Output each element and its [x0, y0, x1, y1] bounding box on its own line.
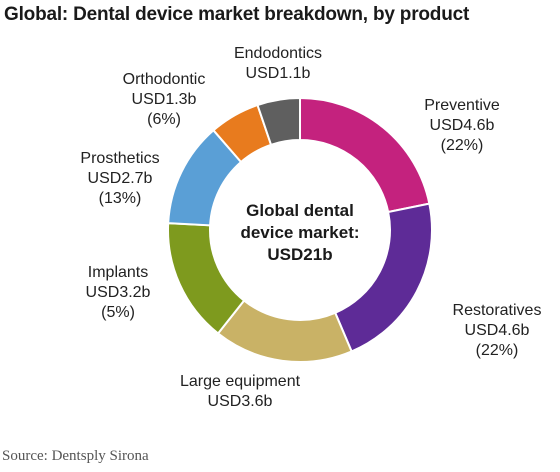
donut-center-label: Global dental device market: USD21b: [200, 200, 400, 266]
slice-label-value: USD1.3b: [131, 91, 197, 108]
center-line-1: Global dental: [246, 201, 354, 220]
center-total: USD21b: [267, 245, 333, 264]
center-line-2: device market:: [240, 223, 360, 242]
slice-label-percent: (6%): [147, 111, 181, 128]
slice-label-value: USD1.1b: [245, 65, 311, 82]
slice-label-value: USD4.6b: [464, 322, 530, 339]
slice-label-endodontics: Endodontics USD1.1b: [218, 44, 338, 84]
slice-label-percent: (22%): [440, 137, 484, 154]
chart-title: Global: Dental device market breakdown, …: [4, 4, 470, 25]
slice-label-value: USD4.6b: [429, 117, 495, 134]
slice-label-name: Prosthetics: [80, 150, 160, 167]
slice-label-percent: (22%): [475, 342, 519, 359]
slice-label-name: Large equipment: [179, 373, 301, 390]
slice-label-value: USD3.2b: [85, 284, 151, 301]
donut-slice-endodontics: [256, 96, 301, 147]
slice-label-prosthetics: Prosthetics USD2.7b (13%): [60, 149, 180, 209]
slice-label-name: Orthodontic: [122, 71, 206, 88]
slice-label-percent: (13%): [98, 190, 142, 207]
slice-label-value: USD2.7b: [87, 170, 153, 187]
slice-label-implants: Implants USD3.2b (5%): [64, 263, 172, 323]
slice-label-name: Preventive: [424, 97, 500, 114]
slice-label-orthodontic: Orthodontic USD1.3b (6%): [102, 70, 226, 130]
slice-label-name: Endodontics: [233, 45, 323, 62]
slice-label-value: USD3.6b: [207, 393, 273, 410]
slice-label-preventive: Preventive USD4.6b (22%): [400, 96, 524, 156]
slice-label-name: Implants: [87, 264, 149, 281]
source-note: Source: Dentsply Sirona: [2, 448, 149, 464]
slice-label-name: Restoratives: [452, 302, 542, 319]
slice-label-percent: (5%): [101, 304, 135, 321]
slice-label-restoratives: Restoratives USD4.6b (22%): [436, 301, 558, 361]
slice-label-large-equipment: Large equipment USD3.6b: [158, 372, 322, 412]
